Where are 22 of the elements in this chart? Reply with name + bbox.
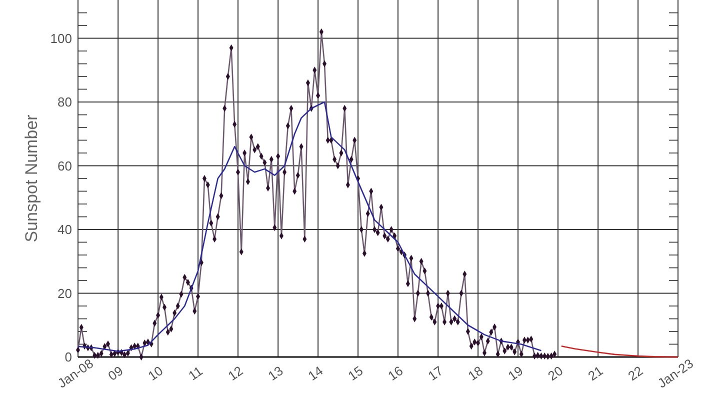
y-tick-label: 40 (58, 222, 72, 238)
x-tick-label: 11 (186, 363, 206, 384)
x-tick-label: 09 (105, 363, 126, 384)
x-tick-label: 10 (145, 363, 166, 384)
x-tick-label: 22 (625, 363, 646, 384)
y-tick-label: 60 (58, 158, 72, 174)
line-series (560, 346, 679, 358)
x-tick-label: 21 (585, 363, 606, 384)
y-tick-label: 80 (58, 94, 72, 110)
x-tick-label: 20 (545, 363, 566, 384)
x-tick-label: 19 (505, 363, 526, 384)
x-tick-label: 18 (465, 363, 486, 384)
x-tick-label: 13 (265, 363, 286, 384)
x-tick-label: 14 (305, 363, 326, 384)
y-axis-title: Sunspot Number (22, 114, 41, 242)
x-tick-label: 12 (225, 363, 246, 384)
y-tick-label: 100 (50, 30, 72, 46)
x-tick-label: 17 (425, 363, 446, 384)
x-tick-label: 16 (385, 363, 406, 384)
y-tick-label: 0 (64, 350, 72, 365)
y-tick-label: 20 (58, 286, 72, 301)
x-tick-label: 15 (345, 363, 366, 384)
